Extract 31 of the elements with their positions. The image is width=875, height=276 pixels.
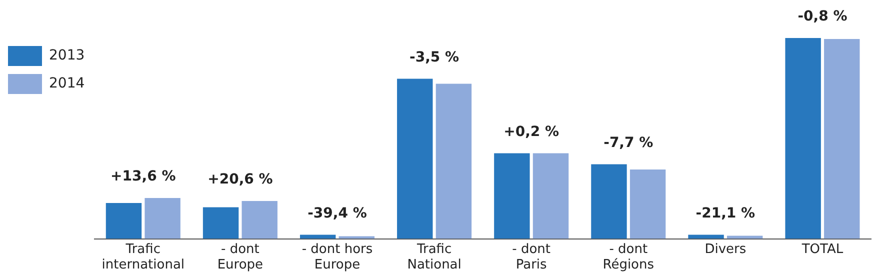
text: -0,8 % (798, 8, 848, 25)
annotation: -3,5 % (410, 49, 460, 66)
x-tick-label: - dont Régions (602, 242, 654, 273)
bar (591, 164, 627, 239)
annotation: -39,4 % (308, 205, 367, 222)
bar (338, 236, 375, 239)
annotation: +20,6 % (208, 172, 273, 188)
legend-label: 2013 (49, 48, 85, 64)
bar (202, 207, 239, 239)
bar (785, 38, 821, 239)
x-tick-label: Trafic National (407, 242, 462, 273)
bar (532, 153, 569, 239)
x-tick-label: - dont Europe (217, 242, 264, 273)
bar (242, 201, 278, 239)
annotation: -21,1 % (696, 205, 756, 222)
x-tick-label: TOTAL (800, 242, 844, 257)
x-tick-label: - dont hors Europe (302, 242, 373, 273)
bar (494, 153, 530, 239)
bar (397, 78, 433, 239)
x-tick-label: Divers (704, 242, 746, 257)
x-tick-label: Trafic international (102, 242, 185, 273)
bar (630, 170, 666, 239)
bar (436, 84, 472, 239)
bar (106, 203, 142, 239)
annotation: +13,6 % (110, 168, 176, 185)
annotation: +0,2 % (504, 124, 560, 140)
legend-label: 2014 (49, 76, 85, 92)
bar (824, 39, 860, 239)
x-tick-label: - dont Paris (512, 242, 551, 273)
annotation: -7,7 % (604, 134, 654, 151)
bar (144, 198, 180, 239)
